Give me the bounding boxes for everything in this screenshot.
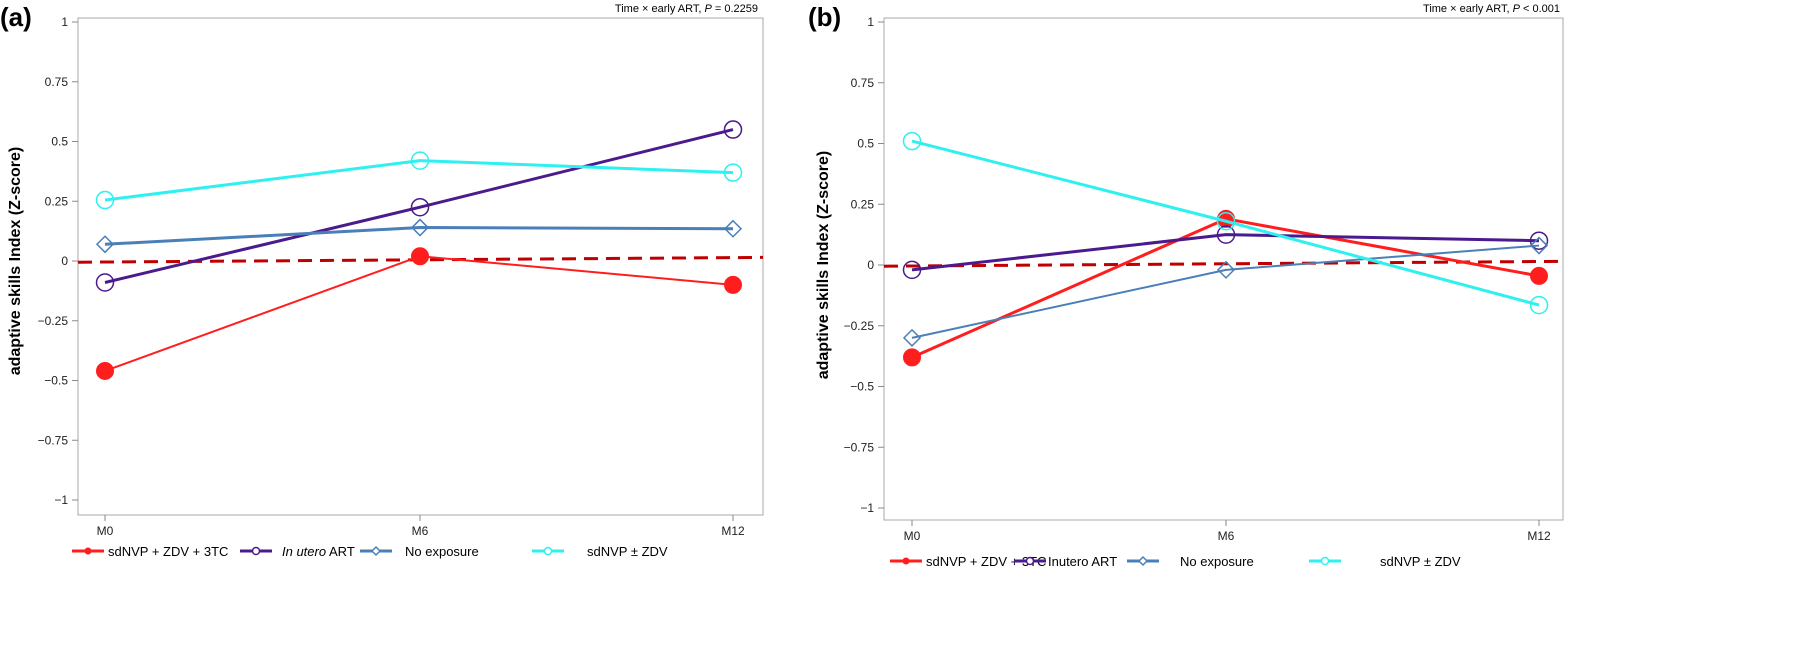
series-line-4 (911, 139, 1540, 307)
y-tick-label: −0.75 (38, 433, 69, 447)
legend-swatch-marker (370, 545, 382, 557)
y-tick-label: −0.75 (844, 440, 875, 454)
data-point (410, 197, 430, 217)
y-tick-label: 1 (61, 15, 68, 29)
y-tick-label: −0.25 (844, 319, 875, 333)
x-tick-label: M0 (97, 524, 114, 538)
panel-label: (a) (0, 2, 32, 32)
data-point (95, 190, 115, 210)
p-value-annotation: Time × early ART, P < 0.001 (1423, 3, 1560, 15)
legend-swatch-marker (543, 546, 553, 556)
plot-frame (883, 17, 1564, 521)
y-axis-label: adaptive skills Index (Z-score) (815, 151, 832, 380)
data-point (724, 275, 742, 294)
y-tick-label: 1 (867, 15, 874, 29)
data-point (902, 328, 922, 347)
y-tick-label: −0.5 (850, 380, 874, 394)
data-point (902, 131, 922, 151)
legend-swatch-marker (902, 557, 910, 565)
legend-label: sdNVP + ZDV + 3TC (108, 544, 228, 559)
data-point (723, 219, 743, 238)
legend-swatch-marker (1025, 556, 1035, 566)
legend-label: sdNVP ± ZDV (1380, 554, 1461, 569)
data-point (1216, 260, 1236, 279)
series-line-3 (104, 226, 734, 246)
data-point (1529, 236, 1549, 255)
y-tick-label: 0.25 (851, 197, 875, 211)
chart-panel-a: (a) Time × early ART, P = 0.2259 1 0.75 0.5 0… (0, 2, 764, 559)
data-point (1216, 225, 1236, 244)
data-point (903, 348, 921, 367)
y-tick-label: 0.25 (45, 194, 69, 208)
series-line-2 (911, 233, 1540, 272)
y-tick-label: −0.25 (38, 314, 69, 328)
data-point (95, 235, 115, 254)
data-point (410, 218, 430, 237)
y-axis-label: adaptive skills Index (Z-score) (7, 147, 24, 376)
data-point (95, 273, 115, 292)
series-line-2 (104, 128, 734, 284)
data-point (96, 361, 114, 380)
y-tick-label: 0.75 (851, 76, 875, 90)
y-tick-label: −1 (860, 501, 874, 515)
legend-swatch-marker (1320, 556, 1330, 566)
x-tick-label: M12 (721, 524, 745, 538)
y-tick-label: 0 (61, 254, 68, 268)
legend-label: In utero ART (282, 544, 355, 559)
y-tick-label: −1 (54, 493, 68, 507)
legend-label: No exposure (1180, 554, 1254, 569)
legend-label: Inutero ART (1048, 554, 1117, 569)
data-point (1529, 231, 1549, 250)
x-tick-label: M6 (412, 524, 429, 538)
panel-label: (b) (808, 2, 841, 32)
plot-frame (77, 17, 764, 516)
legend-label: sdNVP + ZDV + 3TC (926, 554, 1046, 569)
legend-label: No exposure (405, 544, 479, 559)
data-point (723, 163, 743, 182)
legend-label: sdNVP ± ZDV (587, 544, 668, 559)
y-tick-label: 0 (867, 258, 874, 272)
legend-swatch-marker (1137, 555, 1149, 567)
x-tick-label: M12 (1527, 529, 1551, 543)
x-tick-label: M6 (1218, 529, 1235, 543)
series-line-3 (911, 244, 1540, 339)
data-point (1529, 295, 1549, 315)
y-tick-label: 0.5 (51, 135, 68, 149)
data-point (902, 260, 922, 280)
data-point (723, 120, 743, 139)
data-point (1216, 212, 1236, 231)
series-line-1 (104, 255, 734, 372)
chart-panel-b: (b) Time × early ART, P < 0.001 1 0.75 0.5 0.… (808, 2, 1564, 569)
data-point (1530, 266, 1548, 285)
legend-swatch-marker (84, 547, 92, 555)
p-value-annotation: Time × early ART, P = 0.2259 (615, 3, 758, 15)
data-point (411, 247, 429, 266)
legend-swatch-marker (251, 546, 261, 556)
data-point (410, 151, 430, 170)
y-tick-label: 0.5 (857, 137, 874, 151)
y-tick-label: −0.5 (44, 374, 68, 388)
y-tick-label: 0.75 (45, 75, 69, 89)
series-line-4 (104, 159, 734, 202)
x-tick-label: M0 (904, 529, 921, 543)
